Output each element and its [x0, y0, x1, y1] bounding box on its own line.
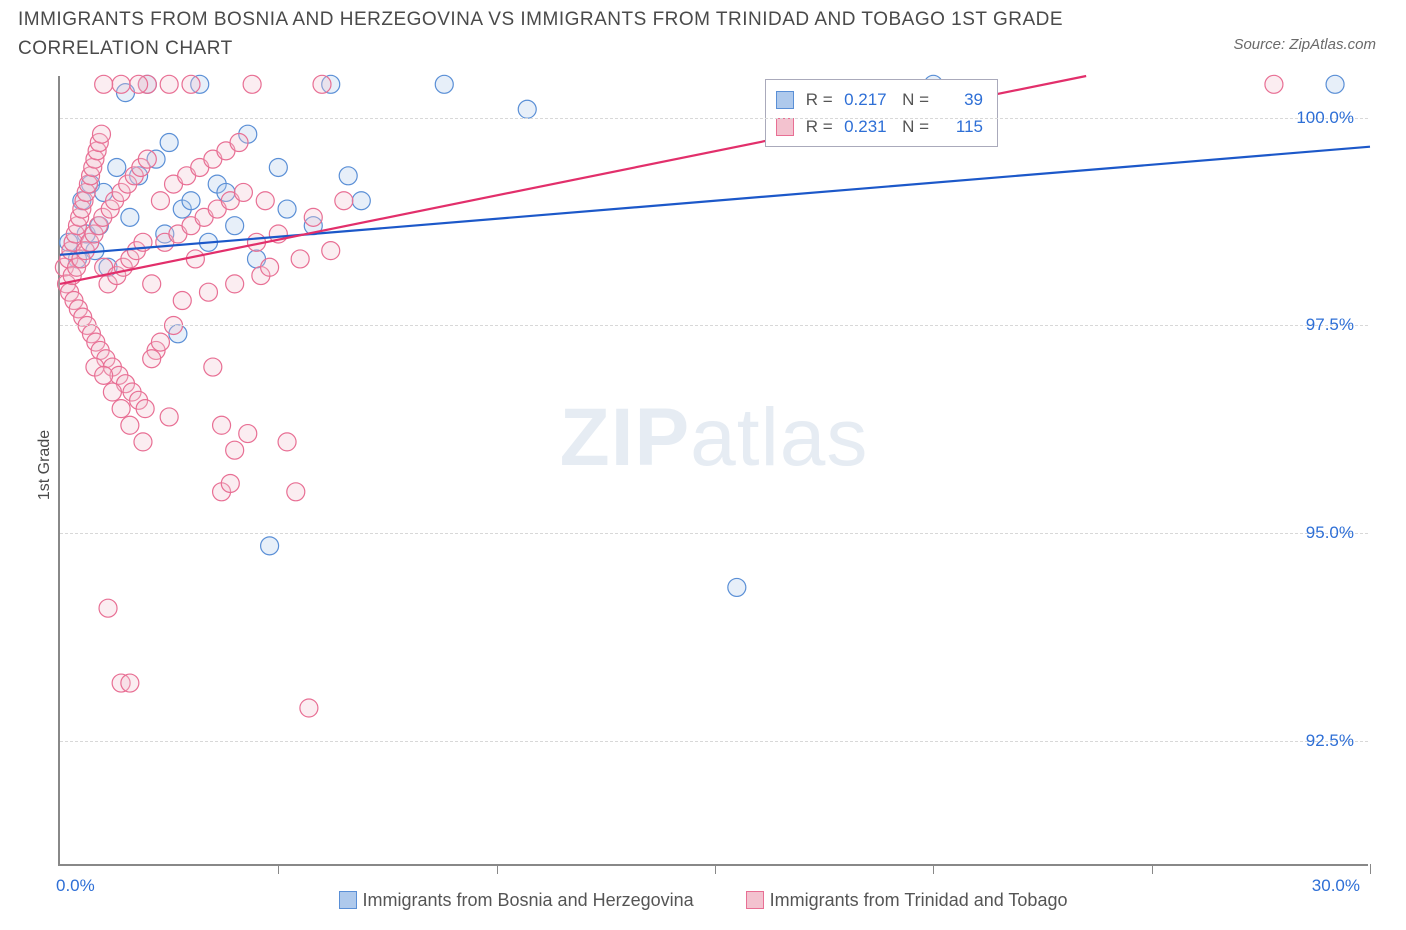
data-point [186, 250, 204, 268]
data-point [143, 275, 161, 293]
x-tick [933, 864, 934, 874]
legend-n-value: 39 [935, 86, 983, 113]
data-point [269, 158, 287, 176]
data-point [213, 416, 231, 434]
legend-swatch [339, 891, 357, 909]
data-point [278, 200, 296, 218]
data-point [234, 183, 252, 201]
data-point [199, 283, 217, 301]
data-point [121, 208, 139, 226]
data-point [322, 242, 340, 260]
data-point [339, 167, 357, 185]
data-point [335, 192, 353, 210]
legend-swatch [746, 891, 764, 909]
data-point [121, 416, 139, 434]
bottom-legend-item: Immigrants from Bosnia and Herzegovina [339, 890, 694, 911]
scatter-svg [60, 76, 1368, 864]
data-point [518, 100, 536, 118]
data-point [728, 578, 746, 596]
data-point [134, 433, 152, 451]
source-label: Source: ZipAtlas.com [1233, 36, 1376, 53]
data-point [182, 192, 200, 210]
data-point [130, 75, 148, 93]
chart-plot-area: ZIPatlas R = 0.217 N = 39R = 0.231 N = 1… [58, 76, 1368, 866]
data-point [99, 599, 117, 617]
x-tick [1370, 864, 1371, 874]
data-point [108, 158, 126, 176]
data-point [95, 75, 113, 93]
y-tick-label: 95.0% [1306, 523, 1354, 543]
bottom-legend: Immigrants from Bosnia and Herzegovina Im… [0, 890, 1406, 915]
data-point [243, 75, 261, 93]
data-point [160, 75, 178, 93]
data-point [226, 441, 244, 459]
data-point [287, 483, 305, 501]
gridline [60, 325, 1368, 326]
data-point [138, 150, 156, 168]
bottom-legend-label: Immigrants from Trinidad and Tobago [770, 890, 1068, 911]
legend-swatch [776, 118, 794, 136]
data-point [300, 699, 318, 717]
data-point [226, 275, 244, 293]
data-point [230, 134, 248, 152]
data-point [160, 134, 178, 152]
legend-r-label: R = [806, 86, 833, 113]
legend-swatch [776, 91, 794, 109]
gridline [60, 118, 1368, 119]
data-point [160, 408, 178, 426]
y-tick-label: 100.0% [1296, 108, 1354, 128]
data-point [112, 400, 130, 418]
data-point [92, 125, 110, 143]
data-point [278, 433, 296, 451]
data-point [143, 350, 161, 368]
data-point [226, 217, 244, 235]
y-axis-label: 1st Grade [36, 430, 54, 500]
data-point [112, 75, 130, 93]
gridline [60, 533, 1368, 534]
y-tick-label: 97.5% [1306, 315, 1354, 335]
bottom-legend-label: Immigrants from Bosnia and Herzegovina [363, 890, 694, 911]
y-tick-label: 92.5% [1306, 731, 1354, 751]
data-point [103, 383, 121, 401]
legend-n-label: N = [893, 86, 929, 113]
data-point [352, 192, 370, 210]
gridline [60, 741, 1368, 742]
data-point [173, 292, 191, 310]
data-point [121, 674, 139, 692]
chart-title: IMMIGRANTS FROM BOSNIA AND HERZEGOVINA V… [18, 6, 1206, 63]
legend-r-value: 0.217 [839, 86, 887, 113]
data-point [435, 75, 453, 93]
legend-row: R = 0.217 N = 39 [776, 86, 983, 113]
x-tick [278, 864, 279, 874]
data-point [313, 75, 331, 93]
data-point [239, 425, 257, 443]
x-tick [1152, 864, 1153, 874]
data-point [261, 258, 279, 276]
data-point [151, 192, 169, 210]
data-point [182, 75, 200, 93]
data-point [95, 366, 113, 384]
data-point [151, 333, 169, 351]
legend-box: R = 0.217 N = 39R = 0.231 N = 115 [765, 79, 998, 147]
data-point [221, 474, 239, 492]
data-point [261, 537, 279, 555]
data-point [304, 208, 322, 226]
data-point [136, 400, 154, 418]
data-point [1265, 75, 1283, 93]
data-point [1326, 75, 1344, 93]
bottom-legend-item: Immigrants from Trinidad and Tobago [746, 890, 1068, 911]
data-point [256, 192, 274, 210]
data-point [291, 250, 309, 268]
x-tick [715, 864, 716, 874]
x-tick [497, 864, 498, 874]
data-point [204, 358, 222, 376]
